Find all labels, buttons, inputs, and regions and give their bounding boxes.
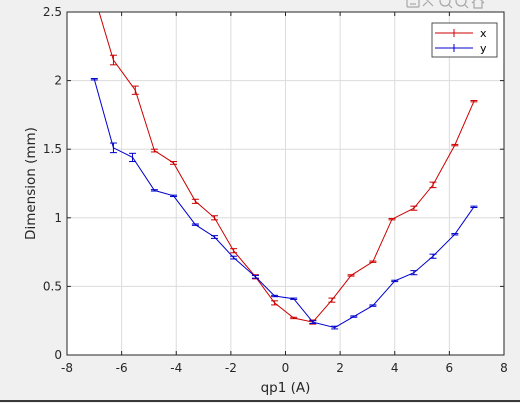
x-tick-label: -2 [225,361,237,375]
legend-label-x: x [480,27,487,40]
series-line-x [98,12,475,323]
y-tick-label: 2 [54,74,62,88]
x-tick-label: 8 [500,361,508,375]
error-bar-x [94,2,101,7]
x-tick-label: 0 [282,361,290,375]
legend-entry-x: x [435,27,487,40]
x-tick-label: -6 [116,361,128,375]
x-tick-label: -8 [61,361,73,375]
y-axis: 0 0.5 1 1.5 2 2.5 [43,5,504,362]
brush-icon[interactable] [422,0,434,7]
series-x [94,2,478,325]
series-y [90,78,478,330]
legend[interactable]: x y [431,22,498,58]
x-axis-label: qp1 (A) [261,380,311,396]
x-tick-label: 6 [446,361,454,375]
x-tick-label: 2 [336,361,344,375]
y-tick-label: 0.5 [43,279,62,293]
legend-label-y: y [480,42,487,55]
series-layer [90,2,478,330]
y-tick-label: 1 [54,211,62,225]
save-icon[interactable] [406,0,420,8]
zoom-in-icon[interactable] [439,0,453,9]
y-tick-label: 1.5 [43,142,62,156]
y-tick-label: 0 [54,348,62,362]
zoom-out-icon[interactable] [455,0,469,9]
y-axis-label: Dimension (mm) [23,127,39,240]
axes-toolbar [406,0,485,9]
x-tick-label: -4 [170,361,182,375]
y-tick-label: 2.5 [43,5,62,19]
home-icon[interactable] [471,0,485,9]
legend-box [431,22,498,58]
x-tick-label: 4 [391,361,399,375]
plot-frame [66,11,505,356]
legend-entry-y: y [435,42,487,55]
